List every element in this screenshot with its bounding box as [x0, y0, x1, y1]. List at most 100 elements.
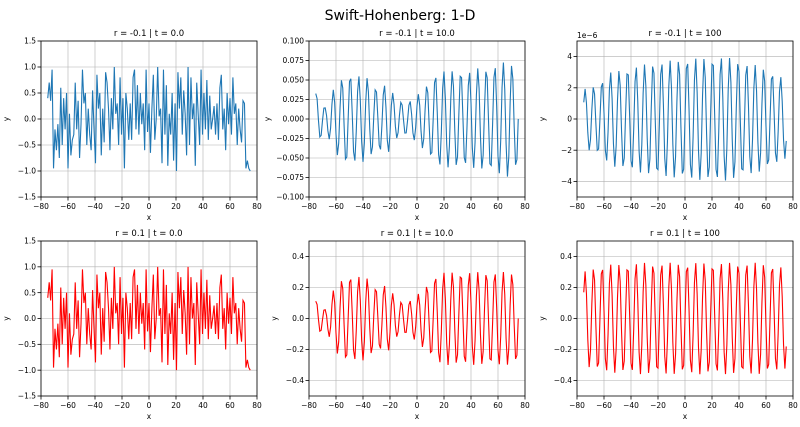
x-tick-label: 0	[683, 401, 688, 410]
x-tick-label: −80	[569, 401, 585, 410]
y-tick-label: 1.5	[24, 37, 36, 46]
y-tick-label: −0.4	[286, 376, 304, 385]
y-tick-label: −0.050	[276, 154, 304, 163]
x-tick-label: −80	[301, 401, 317, 410]
x-tick-label: −20	[650, 202, 666, 211]
y-tick-label: −4	[561, 177, 572, 186]
x-tick-label: 40	[198, 401, 208, 410]
x-axis-label: x	[415, 412, 420, 421]
x-tick-label: −60	[328, 202, 344, 211]
y-tick-label: −0.100	[276, 193, 304, 202]
x-tick-label: 40	[734, 401, 744, 410]
subplot-1: −80 −60 −40 −20 0 20 40 60 80 −1.5 −1.0 −0.5 0.0 0.5 1…	[2, 29, 262, 222]
x-tick-label: 20	[171, 401, 181, 410]
y-tick-label: −0.4	[554, 376, 572, 385]
subplot-grid: −80 −60 −40 −20 0 20 40 60 80−1.5−1.0−0.50.00.51…	[2, 29, 798, 421]
x-tick-label: 0	[683, 202, 688, 211]
y-tick-label: 0.2	[292, 283, 304, 292]
y-tick-label: −1.0	[18, 167, 36, 176]
x-tick-label: 20	[439, 401, 449, 410]
x-tick-label: 20	[171, 202, 181, 211]
subplot-title: r = 0.1 | t = 0.0	[115, 229, 182, 239]
series-line	[583, 57, 787, 181]
y-tick-label: 0.050	[283, 76, 305, 85]
y-axis-label: y	[2, 116, 11, 121]
y-tick-label: 0.2	[560, 283, 572, 292]
y-tick-label: 0.000	[283, 115, 305, 124]
subplot-title: r = 0.1 | t = 10.0	[381, 229, 454, 239]
x-axis-label: x	[147, 412, 152, 421]
y-tick-label: −1.0	[18, 366, 36, 375]
x-tick-label: −40	[355, 401, 371, 410]
x-tick-label: 20	[707, 202, 717, 211]
y-axis-label: y	[263, 116, 272, 121]
y-tick-label: −1.5	[18, 392, 36, 401]
x-tick-label: −80	[33, 202, 49, 211]
y-tick-label: −0.2	[286, 345, 304, 354]
subplot-2: −80 −60 −40 −20 0 20 40 60 80 −0.100 −0.075 −0.050 −…	[263, 29, 530, 222]
y-tick-label: 0.5	[24, 89, 36, 98]
y-axis-label: y	[538, 116, 547, 121]
x-tick-label: 40	[466, 202, 476, 211]
series-line	[47, 266, 251, 371]
x-tick-label: 80	[788, 202, 798, 211]
y-tick-label: 0.0	[24, 314, 36, 323]
x-tick-label: 80	[252, 401, 262, 410]
x-tick-label: 80	[788, 401, 798, 410]
x-tick-label: 20	[707, 401, 717, 410]
y-tick-label: 0.0	[24, 115, 36, 124]
x-axis-label: x	[147, 213, 152, 222]
y-tick-label: −0.2	[554, 345, 572, 354]
y-tick-label: 1.0	[24, 63, 36, 72]
subplot-title: r = -0.1 | t = 100	[649, 29, 722, 39]
x-tick-label: −20	[650, 401, 666, 410]
x-axis-label: x	[415, 213, 420, 222]
x-tick-label: 60	[761, 202, 771, 211]
series-line	[315, 62, 519, 177]
x-tick-label: −60	[596, 401, 612, 410]
y-tick-label: −0.075	[276, 173, 304, 182]
subplot-5: −80 −60 −40 −20 0 20 40 60 80 −0.4 −0.2 0.0 0.2 0.4 r …	[270, 229, 530, 421]
y-tick-label: 0.0	[560, 314, 572, 323]
x-tick-label: −40	[623, 202, 639, 211]
x-tick-label: −40	[623, 401, 639, 410]
x-tick-label: −60	[596, 202, 612, 211]
x-tick-label: −20	[382, 401, 398, 410]
x-tick-label: 40	[466, 401, 476, 410]
x-tick-label: 40	[198, 202, 208, 211]
series-line	[315, 271, 519, 366]
subplot-6: −80 −60 −40 −20 0 20 40 60 80 −0.4 −0.2 0.0 0.2 0.4 r …	[538, 229, 798, 421]
x-tick-label: 0	[415, 401, 420, 410]
subplot-title: r = -0.1 | t = 0.0	[114, 29, 184, 39]
x-tick-label: 60	[761, 401, 771, 410]
x-tick-label: 60	[493, 202, 503, 211]
x-tick-label: −60	[60, 202, 76, 211]
y-tick-label: −2	[561, 146, 572, 155]
x-tick-label: 80	[520, 202, 530, 211]
y-tick-label: 0.4	[560, 252, 572, 261]
x-tick-label: −40	[355, 202, 371, 211]
x-tick-label: −60	[60, 401, 76, 410]
y-tick-label: 0.100	[283, 37, 305, 46]
x-tick-label: −20	[114, 202, 130, 211]
x-tick-label: −40	[87, 202, 103, 211]
y-tick-label: −0.025	[276, 134, 304, 143]
y-tick-label: 0.4	[292, 252, 304, 261]
y-tick-label: 0	[567, 115, 572, 124]
series-line	[583, 262, 787, 375]
y-tick-label: 0.025	[283, 95, 305, 104]
x-tick-label: 60	[225, 202, 235, 211]
x-tick-label: 20	[439, 202, 449, 211]
y-tick-label: 1.0	[24, 262, 36, 271]
x-tick-label: −20	[382, 202, 398, 211]
y-tick-label: −0.5	[18, 141, 36, 150]
subplot-4: −80 −60 −40 −20 0 20 40 60 80 −1.5 −1.0 −0.5 0.0 0.5 1…	[2, 229, 262, 421]
y-axis-label: y	[270, 316, 279, 321]
x-tick-label: 0	[147, 202, 152, 211]
y-tick-label: −1.5	[18, 193, 36, 202]
y-tick-label: 2	[567, 83, 572, 92]
y-tick-label: −0.5	[18, 340, 36, 349]
subplot-title: r = -0.1 | t = 10.0	[379, 29, 455, 39]
